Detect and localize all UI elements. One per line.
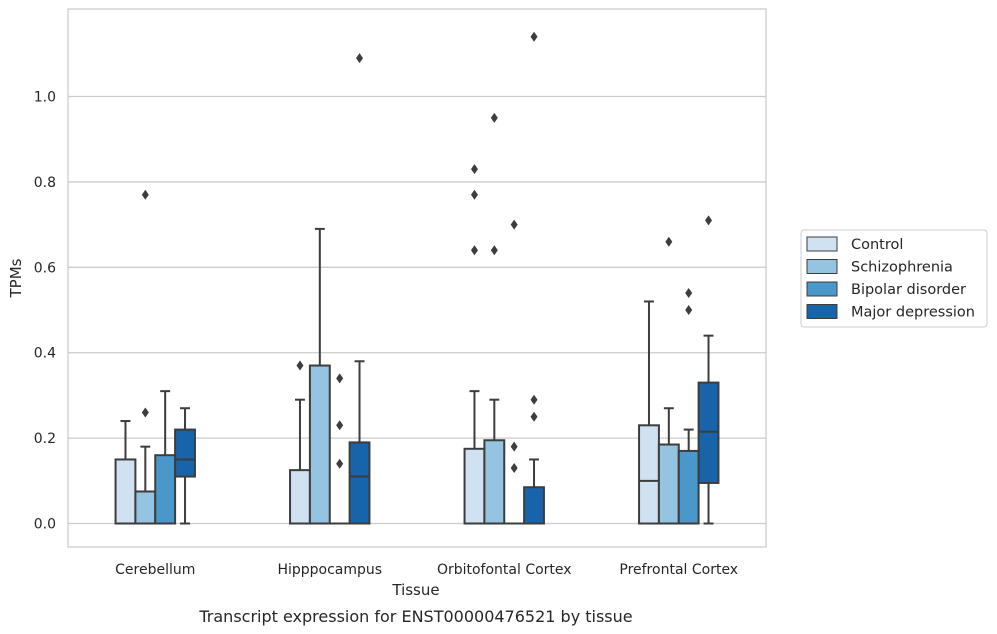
box-body xyxy=(657,443,680,525)
outlier-point xyxy=(665,236,673,247)
x-tick-labels: Cerebellum Hipppocampus Orbitofontal Corte… xyxy=(115,562,738,578)
box-body xyxy=(289,469,311,525)
outlier-point xyxy=(705,215,713,226)
outlier-point xyxy=(356,53,364,64)
box-body xyxy=(308,364,331,525)
y-tick-label: 0.0 xyxy=(34,517,56,533)
outlier-point xyxy=(336,420,344,431)
box-schizophrenia-3 xyxy=(483,112,506,525)
box-body xyxy=(638,424,660,525)
box-control-2 xyxy=(289,360,311,525)
box-body xyxy=(134,490,157,525)
box-body xyxy=(174,428,196,478)
outlier-point xyxy=(336,458,344,469)
x-axis-label: Tissue xyxy=(391,581,439,599)
outlier-point xyxy=(470,189,478,200)
outlier-point xyxy=(510,441,518,452)
legend-frame xyxy=(800,229,988,328)
outlier-point xyxy=(141,407,149,418)
box-body xyxy=(677,449,700,525)
box-major-depression-1 xyxy=(174,407,196,525)
legend-label: Bipolar disorder xyxy=(851,282,966,298)
y-tick-labels: 0.0 0.2 0.4 0.6 0.8 1.0 xyxy=(34,90,56,533)
legend-label: Control xyxy=(851,237,903,253)
box-bipolar-disorder-2 xyxy=(329,373,350,525)
outlier-point xyxy=(685,287,693,298)
x-tick-label: Cerebellum xyxy=(115,562,195,578)
outlier-point xyxy=(336,373,344,384)
outlier-point xyxy=(490,112,498,123)
y-tick-label: 0.8 xyxy=(34,175,56,191)
outlier-point xyxy=(510,463,518,474)
box-body xyxy=(483,439,506,525)
x-tick-label: Orbitofontal Cortex xyxy=(437,562,572,578)
box-schizophrenia-2 xyxy=(308,227,331,525)
outlier-point xyxy=(296,360,304,371)
box-control-3 xyxy=(463,164,486,525)
x-tick-label: Hipppocampus xyxy=(277,562,382,578)
legend-swatch xyxy=(806,259,838,274)
x-tick-label: Prefrontal Cortex xyxy=(619,562,738,578)
outlier-point xyxy=(530,31,538,42)
legend-swatch xyxy=(806,281,838,297)
y-tick-label: 0.2 xyxy=(34,431,56,447)
legend-swatch xyxy=(806,304,838,319)
outlier-point xyxy=(510,219,518,230)
box-body xyxy=(154,454,177,525)
box-body xyxy=(697,381,720,484)
box-schizophrenia-4 xyxy=(657,236,680,525)
box-series xyxy=(114,31,720,525)
outlier-point xyxy=(530,394,538,405)
box-bipolar-disorder-3 xyxy=(504,219,525,525)
outlier-point xyxy=(470,245,478,256)
box-major-depression-2 xyxy=(348,53,371,525)
box-body xyxy=(523,486,545,525)
y-axis-label: TPMs xyxy=(7,258,25,298)
outlier-point xyxy=(490,245,498,256)
box-major-depression-3 xyxy=(523,31,545,525)
legend-label: Schizophrenia xyxy=(851,260,953,276)
outlier-point xyxy=(141,189,149,200)
legend-swatch xyxy=(806,236,838,252)
y-tick-label: 0.4 xyxy=(34,346,56,362)
outlier-point xyxy=(530,411,538,422)
box-bipolar-disorder-4 xyxy=(677,287,700,525)
legend: Control Schizophrenia Bipolar disorder Majo… xyxy=(800,229,988,328)
outlier-point xyxy=(685,305,693,316)
box-body xyxy=(348,441,371,525)
box-bipolar-disorder-1 xyxy=(154,390,177,525)
y-tick-label: 0.6 xyxy=(34,260,56,276)
chart-caption: Transcript expression for ENST0000047652… xyxy=(198,607,632,626)
legend-label: Major depression xyxy=(851,305,975,321)
box-major-depression-4 xyxy=(697,215,720,525)
box-schizophrenia-1 xyxy=(134,189,157,525)
y-tick-label: 1.0 xyxy=(34,90,56,106)
box-body xyxy=(114,458,137,525)
plot-frame xyxy=(67,8,767,548)
box-body xyxy=(463,447,486,525)
outlier-point xyxy=(470,164,478,175)
